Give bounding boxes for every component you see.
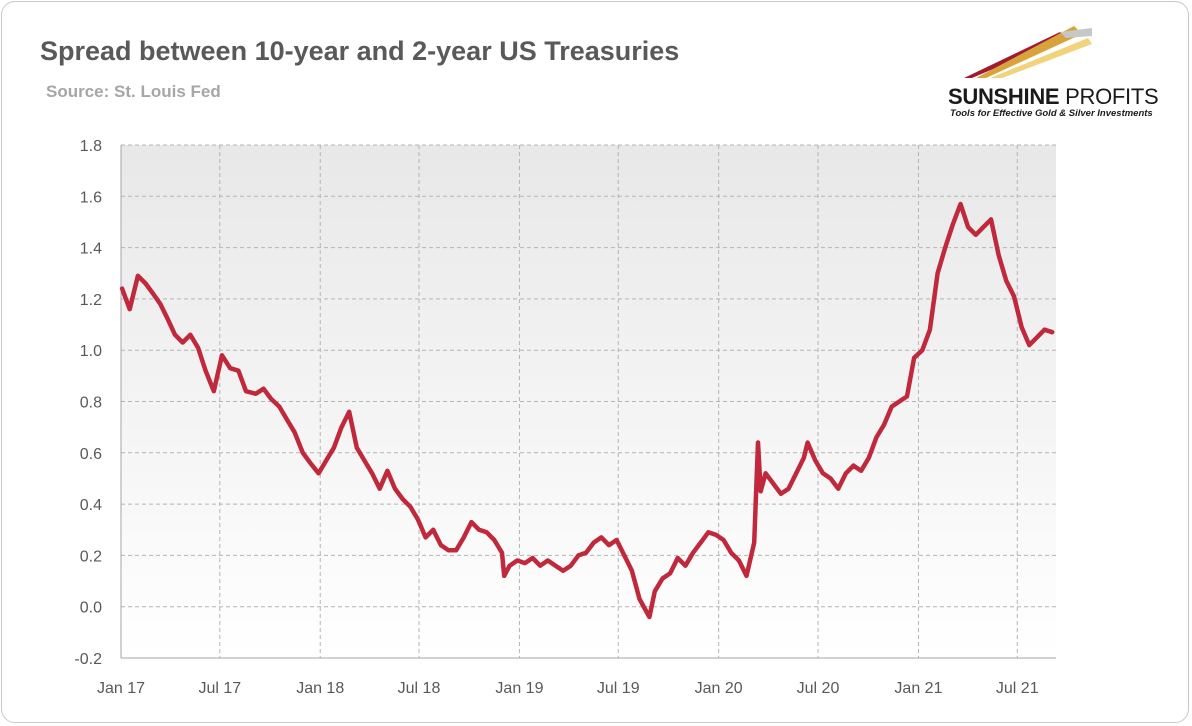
y-tick-label: 0.6 bbox=[80, 446, 102, 463]
logo-swoosh-icon bbox=[964, 26, 1092, 78]
y-tick-label: 0.0 bbox=[80, 600, 102, 617]
x-tick-label: Jan 21 bbox=[894, 680, 942, 697]
chart-subtitle: Source: St. Louis Fed bbox=[46, 82, 221, 101]
grid-lines bbox=[121, 144, 1056, 658]
y-tick-label: 0.8 bbox=[80, 395, 102, 412]
y-tick-label: 1.2 bbox=[80, 292, 102, 309]
logo-name-bold: SUNSHINE bbox=[948, 84, 1060, 109]
chart-title: Spread between 10-year and 2-year US Tre… bbox=[40, 36, 680, 66]
logo-name: SUNSHINE PROFITS bbox=[948, 84, 1159, 110]
x-tick-label: Jan 18 bbox=[296, 680, 344, 697]
x-tick-label: Jul 17 bbox=[198, 680, 241, 697]
logo-name-regular: PROFITS bbox=[1065, 84, 1159, 109]
y-tick-label: 0.4 bbox=[80, 497, 102, 514]
x-tick-label: Jul 18 bbox=[398, 680, 441, 697]
x-tick-label: Jul 20 bbox=[797, 680, 840, 697]
axes: -0.2 0.0 0.2 0.4 0.6 0.8 1.0 1.2 1.4 1.6 1.8 Jan 17… bbox=[74, 138, 1056, 697]
x-tick-label: Jul 21 bbox=[996, 680, 1039, 697]
x-tick-label: Jan 19 bbox=[495, 680, 543, 697]
y-tick-label: -0.2 bbox=[74, 651, 102, 668]
y-tick-label: 1.8 bbox=[80, 138, 102, 155]
logo-tagline: Tools for Effective Gold & Silver Invest… bbox=[950, 108, 1153, 119]
y-tick-label: 1.0 bbox=[80, 343, 102, 360]
x-tick-label: Jan 20 bbox=[695, 680, 743, 697]
y-tick-label: 1.4 bbox=[80, 241, 102, 258]
x-tick-label: Jan 17 bbox=[97, 680, 145, 697]
y-tick-label: 0.2 bbox=[80, 548, 102, 565]
x-tick-label: Jul 19 bbox=[597, 680, 640, 697]
y-tick-label: 1.6 bbox=[80, 189, 102, 206]
series-layer bbox=[119, 201, 1055, 620]
sunshine-profits-logo: SUNSHINE PROFITS Tools for Effective Gol… bbox=[942, 22, 1174, 122]
